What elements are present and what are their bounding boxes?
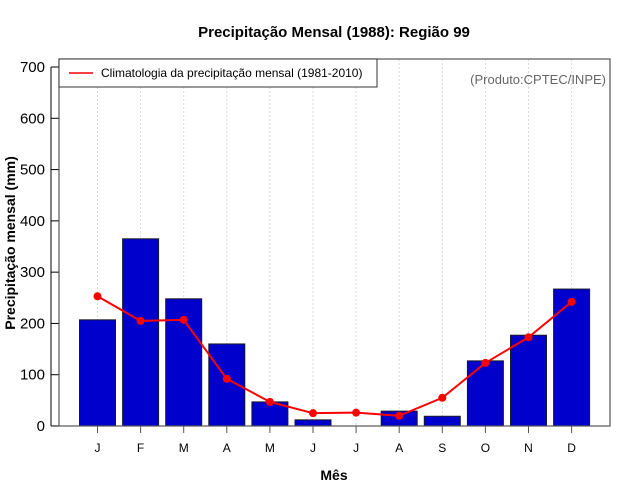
bar-10	[510, 334, 547, 427]
x-tick-label: J	[95, 441, 101, 455]
y-axis: 0 100 200 300 400 500 600 700	[20, 59, 59, 435]
y-tick-label: 0	[37, 418, 45, 435]
y-axis-label: Precipitação mensal (mm)	[2, 156, 18, 330]
bar-0	[79, 319, 116, 427]
x-tick-label: S	[438, 441, 446, 455]
x-tick-label: N	[524, 441, 533, 455]
x-tick-label: J	[310, 441, 316, 455]
climatology-point-5	[309, 409, 317, 418]
x-tick-label: F	[137, 441, 144, 455]
bar-9	[466, 360, 504, 427]
x-tick-label: M	[265, 441, 275, 455]
y-tick-label: 100	[20, 367, 45, 384]
climatology-polyline	[97, 295, 573, 417]
legend: Climatologia da precipitação mensal (198…	[58, 58, 378, 88]
climatology-point-4	[265, 397, 274, 406]
y-tick-label: 200	[20, 315, 45, 332]
climatology-point-1	[136, 316, 145, 325]
x-tick-label: A	[395, 441, 403, 455]
bars	[79, 238, 591, 427]
climatology-point-8	[438, 393, 447, 402]
chart-title: Precipitação Mensal (1988): Região 99	[198, 24, 470, 41]
climatology-point-6	[352, 408, 361, 417]
x-axis-label: Mês	[320, 467, 347, 483]
x-tick-label: M	[179, 441, 189, 455]
climatology-point-2	[179, 315, 188, 324]
y-tick-label: 500	[20, 162, 45, 179]
climatology-point-11	[567, 297, 576, 306]
y-tick-label: 700	[20, 59, 45, 76]
bar-5	[294, 419, 332, 427]
climatology-line	[93, 292, 576, 420]
climatology-point-10	[524, 333, 533, 342]
bar-1	[122, 238, 160, 427]
legend-box	[58, 58, 378, 88]
x-tick-label: A	[223, 441, 231, 455]
climatology-point-0	[93, 292, 102, 301]
bar-8	[423, 415, 461, 427]
x-tick-label: D	[567, 441, 576, 455]
climatology-point-9	[481, 358, 490, 367]
credit-annotation: (Produto:CPTEC/INPE)	[470, 72, 606, 87]
climatology-point-3	[222, 374, 231, 383]
legend-entry-climatology: Climatologia da precipitação mensal (198…	[101, 66, 362, 80]
y-tick-label: 400	[20, 213, 45, 230]
bar-11	[553, 288, 591, 427]
x-tick-label: J	[353, 441, 359, 455]
y-tick-label: 600	[20, 110, 45, 127]
climatology-point-7	[395, 411, 404, 420]
y-tick-label: 300	[20, 264, 45, 281]
x-tick-label: O	[481, 441, 490, 455]
